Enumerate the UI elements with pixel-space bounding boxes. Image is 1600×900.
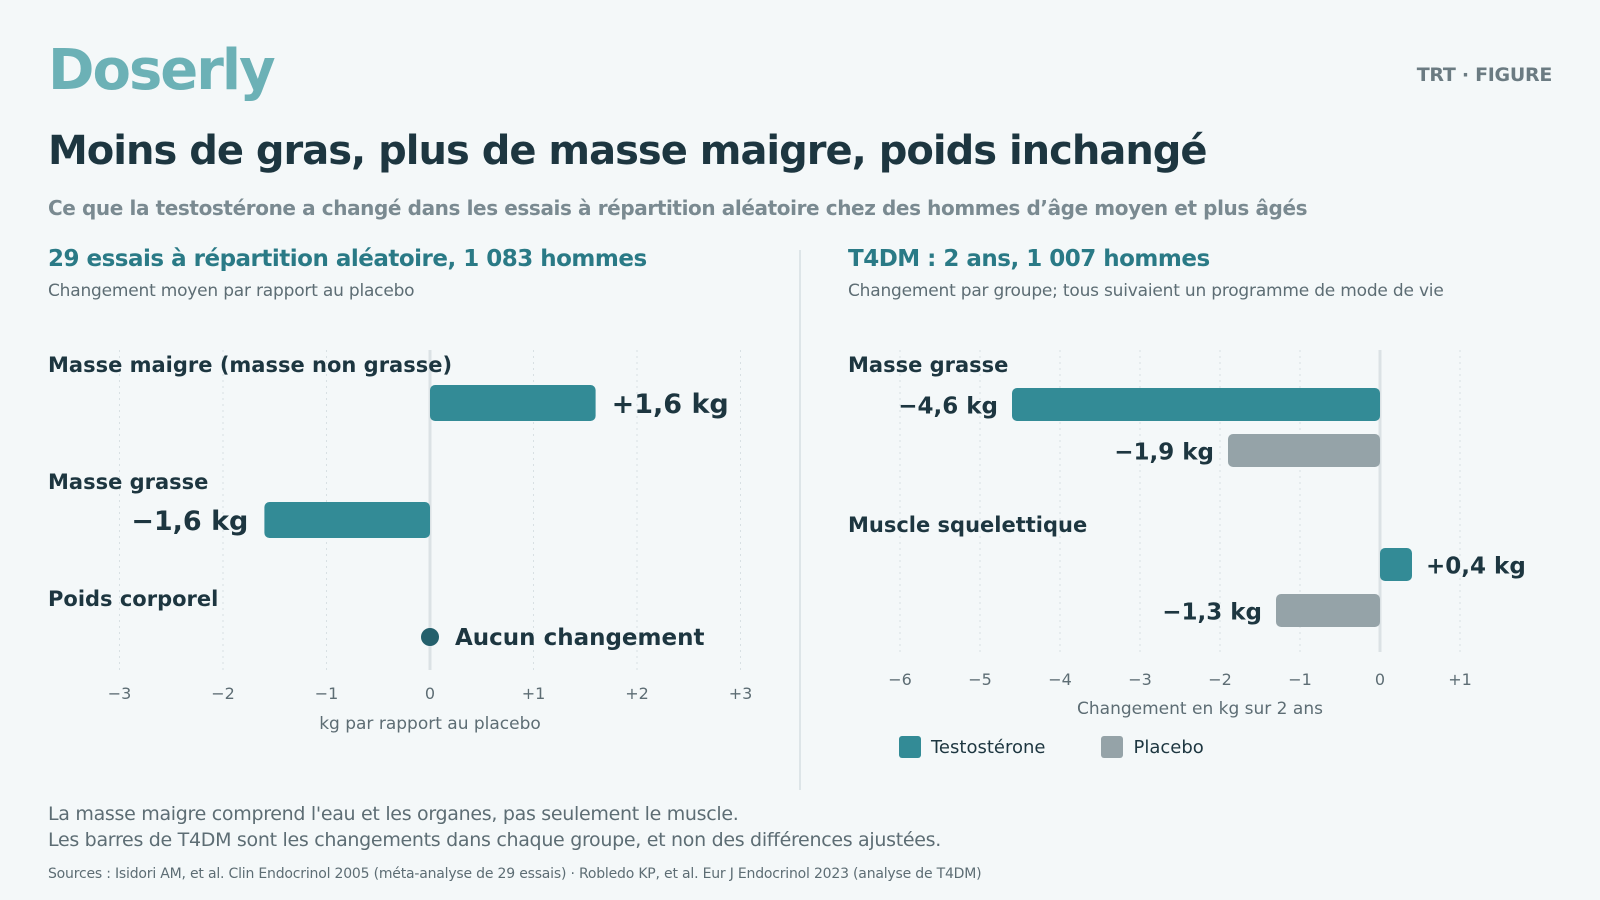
value-label: −1,3 kg — [1162, 600, 1262, 626]
x-tick-label: +2 — [625, 684, 649, 703]
x-tick-label: −1 — [1288, 670, 1312, 689]
zero-point — [421, 628, 439, 646]
category-label: Masse grasse — [48, 470, 208, 494]
category-label: Masse grasse — [848, 353, 1008, 377]
sources: Sources : Isidori AM, et al. Clin Endocr… — [48, 866, 982, 882]
x-tick-label: −3 — [108, 684, 132, 703]
right-chart: −6 −5 −4 −3 −2 −1 0 +1 Changement en kg sur 2 an… — [848, 350, 1526, 719]
x-tick-label: −2 — [1208, 670, 1232, 689]
value-label: −4,6 kg — [898, 394, 998, 420]
right-panel-subtitle: Changement par groupe; tous suivaient un… — [848, 281, 1444, 301]
x-tick-label: −2 — [211, 684, 235, 703]
bar — [264, 502, 430, 538]
x-tick-label: +1 — [1448, 670, 1472, 689]
panel-divider — [799, 250, 801, 790]
left-panel-subtitle: Changement moyen par rapport au placebo — [48, 281, 415, 301]
x-tick-label: −6 — [888, 670, 912, 689]
value-label: −1,9 kg — [1114, 440, 1214, 466]
x-tick-label: 0 — [425, 684, 435, 703]
category-label: Muscle squelettique — [848, 513, 1087, 537]
value-label: Aucun changement — [455, 625, 704, 651]
x-tick-label: +3 — [729, 684, 753, 703]
bar-placebo — [1276, 594, 1380, 627]
footnote-lean-mass: La masse maigre comprend l'eau et les or… — [48, 803, 739, 825]
value-label: −1,6 kg — [131, 506, 248, 537]
legend-swatch-placebo — [1101, 736, 1124, 758]
left-panel-title: 29 essais à répartition aléatoire, 1 083… — [48, 246, 647, 272]
page-subtitle: Ce que la testostérone a changé dans les… — [48, 196, 1308, 220]
x-tick-label: 0 — [1375, 670, 1385, 689]
legend-swatch-testosterone — [899, 736, 921, 758]
legend-label-testosterone: Testostérone — [931, 736, 1046, 758]
value-label: +0,4 kg — [1426, 554, 1526, 580]
footnote-t4dm: Les barres de T4DM sont les changements … — [48, 829, 941, 851]
bar-placebo — [1228, 434, 1380, 467]
x-tick-label: +1 — [522, 684, 546, 703]
x-axis-title: Changement en kg sur 2 ans — [1077, 699, 1323, 719]
legend: Testostérone Placebo — [899, 736, 1204, 758]
x-tick-label: −3 — [1128, 670, 1152, 689]
bar-testosterone — [1380, 548, 1412, 581]
x-tick-label: −1 — [315, 684, 339, 703]
x-tick-label: −5 — [968, 670, 992, 689]
figure-tag: TRT · FIGURE — [1416, 64, 1553, 86]
x-axis-title: kg par rapport au placebo — [319, 714, 541, 734]
value-label: +1,6 kg — [612, 389, 729, 420]
left-chart: −3 −2 −1 0 +1 +2 +3 kg par rapport au placebo Ma… — [48, 350, 753, 734]
page-title: Moins de gras, plus de masse maigre, poi… — [48, 128, 1208, 174]
brand-logo: Doserly — [48, 38, 276, 103]
bar — [430, 385, 596, 421]
bar-testosterone — [1012, 388, 1380, 421]
category-label: Masse maigre (masse non grasse) — [48, 353, 452, 377]
legend-label-placebo: Placebo — [1133, 736, 1204, 758]
category-label: Poids corporel — [48, 587, 218, 611]
right-panel-title: T4DM : 2 ans, 1 007 hommes — [848, 246, 1210, 272]
x-tick-label: −4 — [1048, 670, 1072, 689]
